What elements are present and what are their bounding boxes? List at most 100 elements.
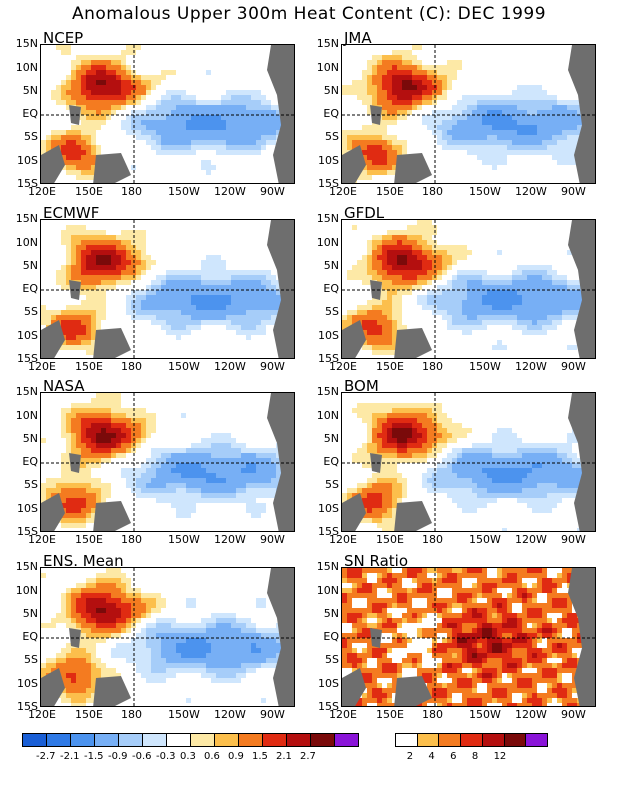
- panel-title: SN Ratio: [344, 552, 409, 570]
- colorbar-label: -2.7: [36, 751, 56, 762]
- colorbar-swatch: [438, 733, 462, 747]
- colorbar-swatch: [142, 733, 167, 747]
- lat-label: 15N: [15, 37, 38, 50]
- lat-label: 10S: [318, 502, 339, 515]
- land-mass: [69, 280, 81, 300]
- colorbar-swatch: [481, 733, 505, 747]
- land-mass: [267, 568, 294, 706]
- lat-label: 10N: [15, 60, 38, 74]
- map-panel: [40, 44, 295, 184]
- lat-label: 15N: [316, 37, 339, 50]
- lon-label: 120E: [329, 708, 357, 721]
- land-mass: [568, 45, 595, 183]
- colorbar-swatch: [190, 733, 215, 747]
- land-mass: [394, 328, 432, 358]
- land-mass: [370, 453, 382, 473]
- colorbar-swatch: [22, 733, 47, 747]
- lat-label: 15S: [17, 177, 38, 190]
- lat-label: 10N: [316, 60, 339, 74]
- map-field: [41, 568, 294, 706]
- lon-label: 180: [422, 533, 443, 546]
- lon-label: 150W: [469, 533, 501, 546]
- lat-label: 5S: [325, 478, 339, 491]
- colorbar-swatch: [503, 733, 527, 747]
- lat-label: 10S: [17, 502, 38, 515]
- land-mass: [69, 628, 81, 648]
- colorbar-swatch: [70, 733, 95, 747]
- lat-label: 10N: [316, 235, 339, 249]
- map-field: [342, 220, 595, 358]
- colorbar-label: 2.7: [300, 751, 316, 762]
- colorbar-swatch: [460, 733, 483, 747]
- map-field: [41, 220, 294, 358]
- colorbar-label: 0.3: [180, 751, 196, 762]
- lat-label: 5S: [325, 653, 339, 666]
- lon-label: 120E: [329, 360, 357, 373]
- colorbar-label: 4: [428, 751, 435, 762]
- panel-title: ECMWF: [43, 204, 100, 222]
- lat-label: 10S: [318, 329, 339, 342]
- lat-label: 5N: [323, 84, 339, 97]
- lat-label: 15N: [316, 560, 339, 573]
- lon-label: 150W: [168, 185, 200, 198]
- colorbar-swatch: [416, 733, 440, 747]
- panel-title: ENS. Mean: [43, 552, 124, 570]
- colorbar-label: 1.5: [252, 751, 268, 762]
- lon-label: 150E: [75, 533, 103, 546]
- lat-label: 5S: [24, 305, 38, 318]
- lat-label: 5S: [24, 478, 38, 491]
- map-panel: [341, 567, 596, 707]
- lat-label: 10S: [318, 154, 339, 167]
- colorbar-label: -0.6: [132, 751, 152, 762]
- lon-label: 120W: [515, 360, 547, 373]
- map-panel: [40, 392, 295, 532]
- lon-label: 120E: [28, 708, 56, 721]
- lon-label: 180: [121, 533, 142, 546]
- lon-label: 120E: [28, 533, 56, 546]
- lat-label: 5S: [325, 305, 339, 318]
- lon-label: 120W: [214, 533, 246, 546]
- colorbar-swatch: [286, 733, 311, 747]
- colorbar-label: 2: [406, 751, 414, 762]
- lat-label: 10S: [17, 154, 38, 167]
- land-mass: [370, 105, 382, 125]
- land-mass: [267, 393, 294, 531]
- colorbar-swatch: [525, 733, 548, 747]
- map-panel: [341, 219, 596, 359]
- land-mass: [568, 393, 595, 531]
- panel-title: JMA: [344, 29, 372, 47]
- lon-label: 150E: [376, 533, 404, 546]
- lon-label: 90W: [260, 185, 285, 198]
- colorbar-swatch: [262, 733, 287, 747]
- lat-label: 10N: [316, 408, 339, 422]
- lon-label: 120W: [214, 708, 246, 721]
- colorbar-swatch: [118, 733, 143, 747]
- land-mass: [93, 153, 131, 183]
- lat-label: EQ: [323, 282, 339, 295]
- land-mass: [267, 45, 294, 183]
- lon-label: 90W: [561, 533, 586, 546]
- lat-label: 5S: [24, 653, 38, 666]
- colorbar-label: -0.9: [108, 751, 128, 762]
- lat-label: 10N: [316, 583, 339, 597]
- land-mass: [93, 501, 131, 531]
- lat-label: 10S: [318, 677, 339, 690]
- panel-title: NCEP: [43, 29, 84, 47]
- lat-label: 15S: [318, 700, 339, 713]
- map-panel: [40, 567, 295, 707]
- lat-label: EQ: [22, 282, 38, 295]
- colorbar-label: -0.3: [156, 751, 176, 762]
- lon-label: 120E: [28, 185, 56, 198]
- land-mass: [568, 568, 595, 706]
- lat-label: EQ: [22, 630, 38, 643]
- land-mass: [394, 153, 432, 183]
- lon-label: 90W: [561, 185, 586, 198]
- lat-label: 5N: [22, 432, 38, 445]
- colorbar-label: 2.1: [276, 751, 292, 762]
- colorbar-label: 8: [471, 751, 479, 762]
- colorbar-swatch: [238, 733, 263, 747]
- lon-label: 150W: [168, 708, 200, 721]
- lat-label: 5S: [325, 130, 339, 143]
- lat-label: 15S: [17, 525, 38, 538]
- map-field: [41, 393, 294, 531]
